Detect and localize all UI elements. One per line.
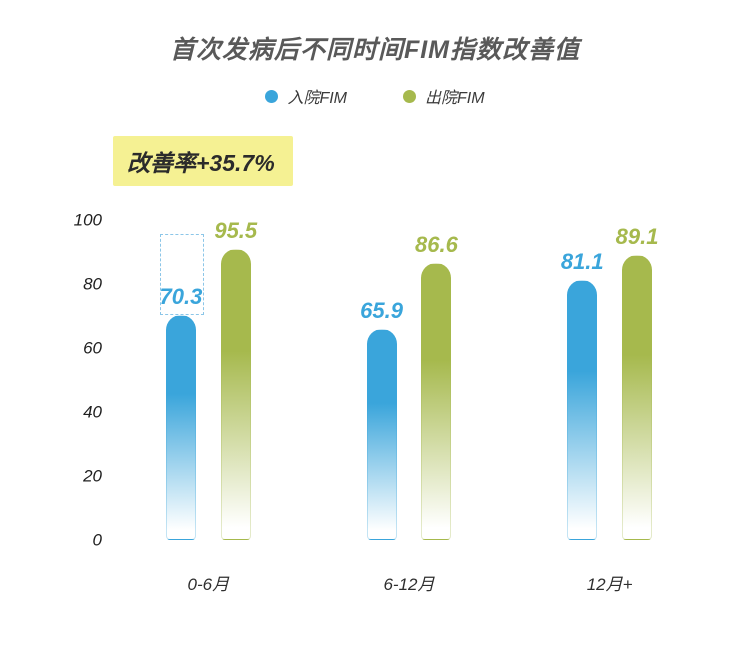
- bar: [165, 315, 196, 540]
- legend-dot-icon: [265, 89, 279, 103]
- legend-dot-icon: [403, 89, 416, 103]
- bar-group: 70.3 95.5 0-6月: [159, 220, 257, 595]
- x-axis-category-label: 0-6月: [187, 575, 230, 594]
- bar-chart: 0 20 40 60 80 100 70.3 95.5 0-6月 65.9 86.6 6-12月 81…: [62, 212, 710, 595]
- bar-value-label: 81.1: [560, 249, 604, 275]
- x-axis-category-label: 6-12月: [383, 575, 435, 594]
- bar-column: 81.1: [561, 220, 604, 540]
- bar-group: 81.1 89.1 12月+: [561, 220, 659, 595]
- y-axis-tick-label: 60: [83, 338, 102, 358]
- legend-item-discharge-fim[interactable]: 出院FIM: [403, 84, 485, 108]
- x-axis-category-label: 12月+: [586, 575, 633, 594]
- bar-column: 65.9: [360, 220, 403, 540]
- legend: 入院FIM 出院FIM: [0, 84, 750, 108]
- bar-pair: 70.3 95.5: [159, 220, 257, 540]
- y-axis-tick-label: 80: [83, 274, 102, 294]
- bar-value-label: 65.9: [360, 298, 403, 324]
- bar-value-label: 86.6: [414, 231, 458, 257]
- bar-column: 70.3: [159, 220, 203, 540]
- bar-column: 95.5: [214, 220, 257, 540]
- y-axis-tick-label: 100: [73, 210, 102, 230]
- legend-item-admission-fim[interactable]: 入院FIM: [265, 84, 347, 108]
- plot-area: 70.3 95.5 0-6月 65.9 86.6 6-12月 81.1 89.1 12月+: [108, 220, 710, 595]
- y-axis-tick-label: 0: [92, 530, 102, 550]
- bar-group: 65.9 86.6 6-12月: [360, 220, 458, 595]
- bar-pair: 81.1 89.1: [561, 220, 659, 540]
- bar-column: 89.1: [615, 220, 659, 540]
- bar-value-label: 70.3: [159, 284, 203, 310]
- y-axis: 0 20 40 60 80 100: [62, 212, 108, 549]
- legend-label: 入院FIM: [287, 90, 347, 107]
- bar: [622, 254, 653, 540]
- bar: [567, 280, 598, 540]
- legend-label: 出院FIM: [425, 90, 485, 107]
- bar-column: 86.6: [415, 220, 458, 540]
- improvement-range-indicator: [159, 234, 204, 316]
- chart-title: 首次发病后不同时间FIM指数改善值: [169, 36, 581, 64]
- bar-value-label: 95.5: [214, 218, 258, 243]
- bar-pair: 65.9 86.6: [360, 220, 458, 540]
- improvement-rate-badge: 改善率+35.7%: [113, 136, 293, 186]
- y-axis-tick-label: 40: [83, 402, 102, 422]
- y-axis-tick-label: 20: [83, 466, 102, 486]
- bar: [220, 249, 251, 540]
- bar: [366, 329, 397, 540]
- bar: [421, 262, 452, 540]
- bar-value-label: 89.1: [615, 223, 659, 249]
